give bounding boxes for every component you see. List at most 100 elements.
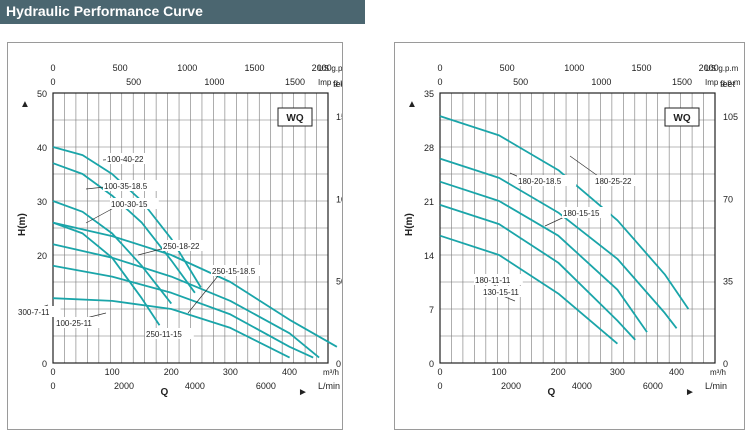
lmin-tick-label: 2000 [501,381,521,391]
impgpm-tick-label: 1000 [204,77,224,87]
title-banner: Hydraulic Performance Curve [0,0,365,24]
impgpm-tick-label: 0 [50,77,55,87]
series-curve-250-18-22 [52,221,338,348]
feet-tick-label: 35 [723,277,733,287]
series-label: 300-7-11 [18,308,50,317]
series-label: 100-25-11 [56,319,92,328]
series-curve-250-11-15 [52,264,314,359]
lmin-tick-label: 0 [437,381,442,391]
usgpm-tick-label: 1000 [564,63,584,73]
y-tick-label: 30 [37,197,47,207]
series-label: 180-20-18.5 [518,177,562,186]
series-curve-180-11-11 [439,204,636,341]
series-label-bg [145,328,194,339]
feet-tick-label: 50 [336,277,342,287]
impgpm-unit-label: Imp g.p.m [318,78,342,87]
lmin-unit-label: L/min [705,381,727,391]
m3h-tick-label: 100 [105,367,120,377]
series-curve-130-15-11 [439,234,618,345]
series-label: 180-15-15 [563,209,600,218]
usgpm-tick-label: 1500 [244,63,264,73]
model-box [664,107,700,127]
y-tick-label: 14 [424,251,434,261]
y-tick-label: 0 [42,359,47,369]
lmin-tick-label: 4000 [572,381,592,391]
usgpm-tick-label: 500 [500,63,515,73]
series-label-bg [55,317,104,328]
y-tick-label: 40 [37,143,47,153]
chart-panel-left: 01020304050H(m)▲050100150feet01002003004… [7,42,343,430]
lmin-tick-label: 4000 [185,381,205,391]
m3h-tick-label: 200 [551,367,566,377]
impgpm-tick-label: 500 [126,77,141,87]
up-arrow-icon: ▲ [20,99,30,110]
chart-panel-right: 0 7 14 21 28 35 H(m) ▲ 0 35 70 105 feet 0 100 200 300 400… [394,42,745,430]
series-label-bg [17,306,61,317]
series-label: 250-11-15 [146,330,182,339]
feet-unit-label: feet [720,79,736,89]
right-arrow-icon: ► [685,387,695,398]
y-axis-label: H(m) [17,213,28,236]
m3h-tick-label: 100 [492,367,507,377]
m3h-tick-label: 0 [50,367,55,377]
lmin-tick-label: 0 [50,381,55,391]
lmin-unit-label: L/min [318,381,340,391]
series-label-bg [517,175,577,186]
m3h-tick-label: 0 [437,367,442,377]
feet-tick-label: 100 [336,194,342,204]
series-label-bg [474,274,523,285]
series-label: 180-25-22 [595,177,632,186]
usgpm-tick-label: 0 [437,63,442,73]
feet-tick-label: 0 [336,359,341,369]
series-label-bg [482,286,531,297]
series-curve-100-35-18.5 [52,162,196,294]
banner-title: Hydraulic Performance Curve [6,3,203,19]
impgpm-unit-label: Imp g.p.m [705,78,741,87]
m3h-tick-label: 400 [669,367,684,377]
series-curve-250-15-18.5 [52,243,320,359]
series-label-bg [594,175,643,186]
series-label: 100-35-18.5 [104,182,148,191]
series-curve-100-40-22 [52,146,202,288]
m3h-tick-label: 300 [223,367,238,377]
usgpm-tick-label: 500 [113,63,128,73]
model-box [277,107,313,127]
x-axis-label: Q [161,387,169,398]
y-tick-label: 20 [37,251,47,261]
usgpm-tick-label: 1000 [177,63,197,73]
model-label: WQ [673,113,690,124]
y-tick-label: 0 [429,359,434,369]
model-label: WQ [286,113,303,124]
y-tick-label: 21 [424,197,434,207]
usgpm-tick-label: 2000 [312,63,332,73]
lmin-tick-label: 2000 [114,381,134,391]
plot-frame [52,92,329,364]
y-tick-label: 28 [424,143,434,153]
usgpm-unit-label: US g.p.m [705,64,739,73]
series-curve-180-25-22 [439,115,690,310]
y-tick-label: 7 [429,305,434,315]
impgpm-tick-label: 500 [513,77,528,87]
series-label: 130-15-11 [483,288,519,297]
usgpm-tick-label: 1500 [631,63,651,73]
impgpm-tick-label: 1500 [672,77,692,87]
series-label-bg [110,198,159,209]
impgpm-tick-label: 0 [437,77,442,87]
series-curve-100-25-11 [52,221,161,326]
right-arrow-icon: ► [298,387,308,398]
m3h-unit-label: m³/h [323,368,339,377]
y-tick-label: 35 [424,89,434,99]
impgpm-tick-label: 1000 [591,77,611,87]
leader-line [187,270,223,314]
usgpm-tick-label: 2000 [699,63,719,73]
series-label-bg [106,153,155,164]
m3h-tick-label: 300 [610,367,625,377]
plot-frame [439,92,716,364]
m3h-tick-label: 400 [282,367,297,377]
series-label: 180-11-11 [475,276,511,285]
y-tick-label: 50 [37,89,47,99]
series-label: 250-15-18.5 [212,267,256,276]
usgpm-tick-label: 0 [50,63,55,73]
series-curve-300-7-11 [52,297,291,359]
